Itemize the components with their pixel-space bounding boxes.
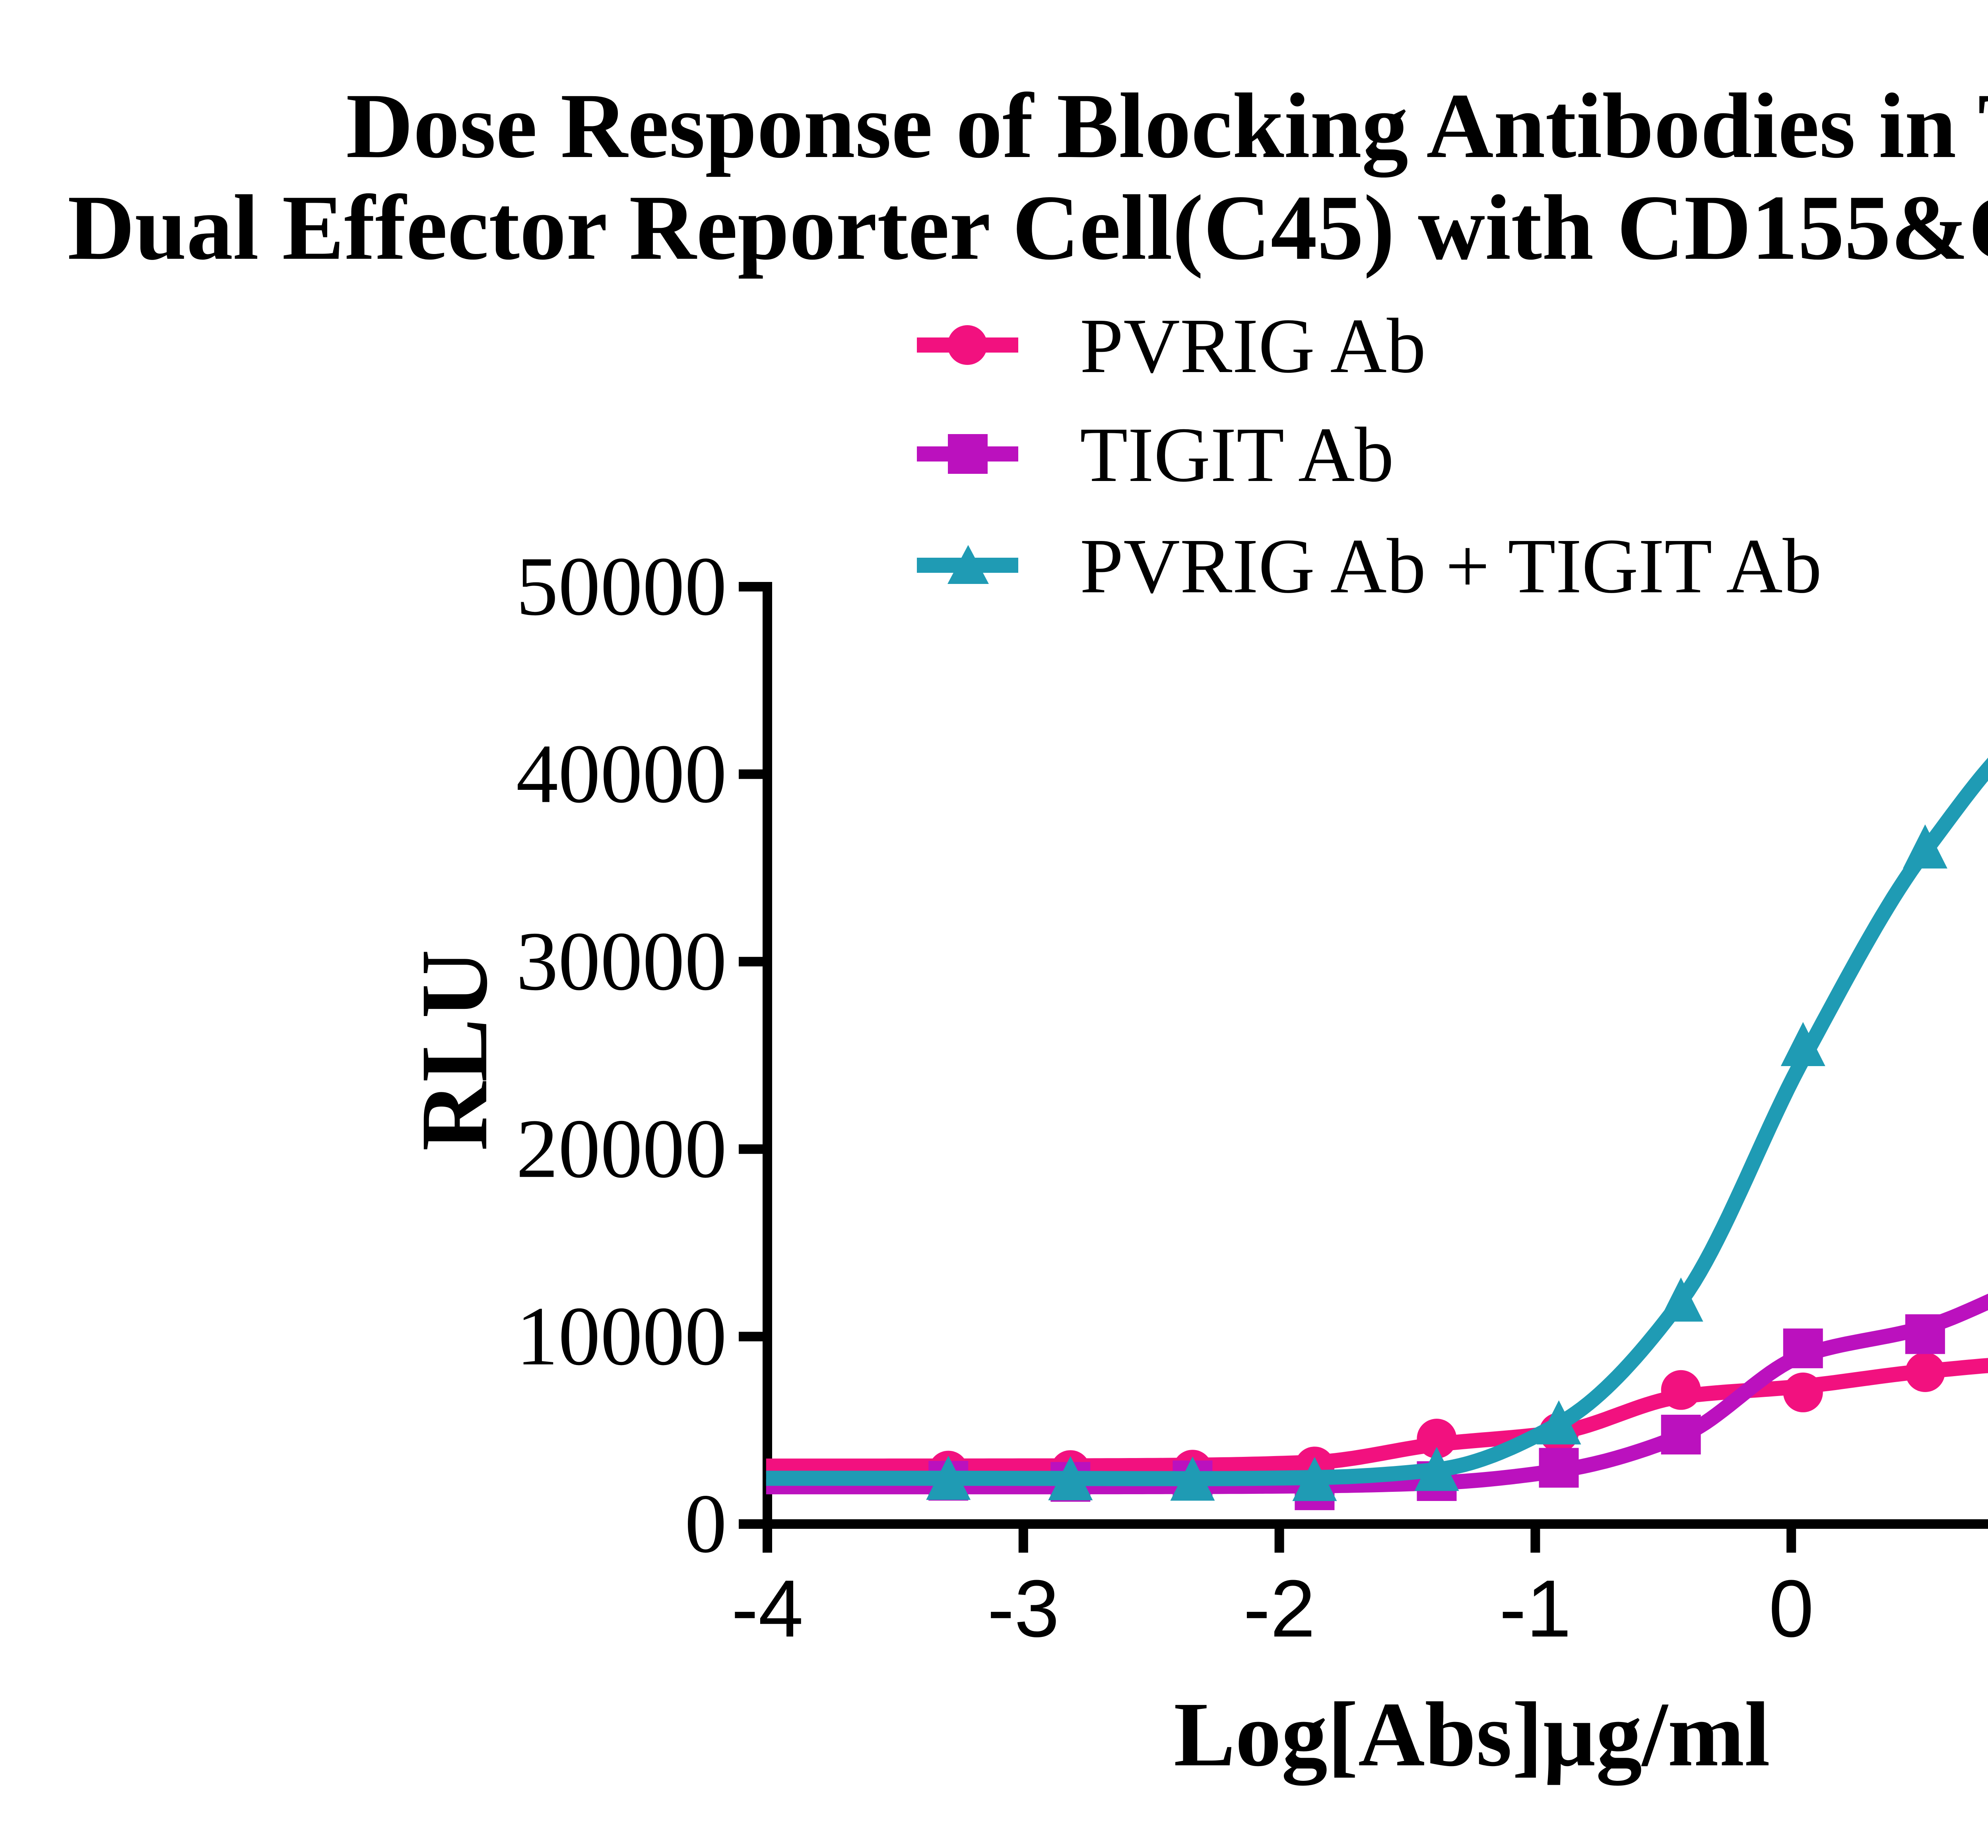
svg-text:30000: 30000 [516,914,727,1008]
svg-text:-1: -1 [1499,1563,1571,1654]
svg-text:RLU: RLU [401,950,507,1151]
svg-text:PVRIG Ab + TIGIT Ab: PVRIG Ab + TIGIT Ab [1080,522,1822,609]
svg-text:40000: 40000 [516,727,727,820]
svg-text:Dose Response of Blocking Anti: Dose Response of Blocking Antibodies in … [346,74,1988,178]
svg-text:10000: 10000 [516,1289,727,1383]
svg-text:PVRIG Ab: PVRIG Ab [1080,302,1426,389]
svg-text:-4: -4 [731,1563,803,1654]
svg-text:TIGIT Ab: TIGIT Ab [1080,411,1394,498]
svg-text:50000: 50000 [516,539,727,633]
svg-text:0: 0 [1769,1563,1813,1654]
svg-text:-3: -3 [987,1563,1059,1654]
svg-text:0: 0 [685,1477,727,1570]
svg-text:Log[Abs]µg/ml: Log[Abs]µg/ml [1174,1683,1770,1786]
svg-text:Dual Effector Reporter Cell(C4: Dual Effector Reporter Cell(C45) with CD… [68,176,1988,279]
svg-text:20000: 20000 [516,1102,727,1195]
svg-text:-2: -2 [1243,1563,1315,1654]
